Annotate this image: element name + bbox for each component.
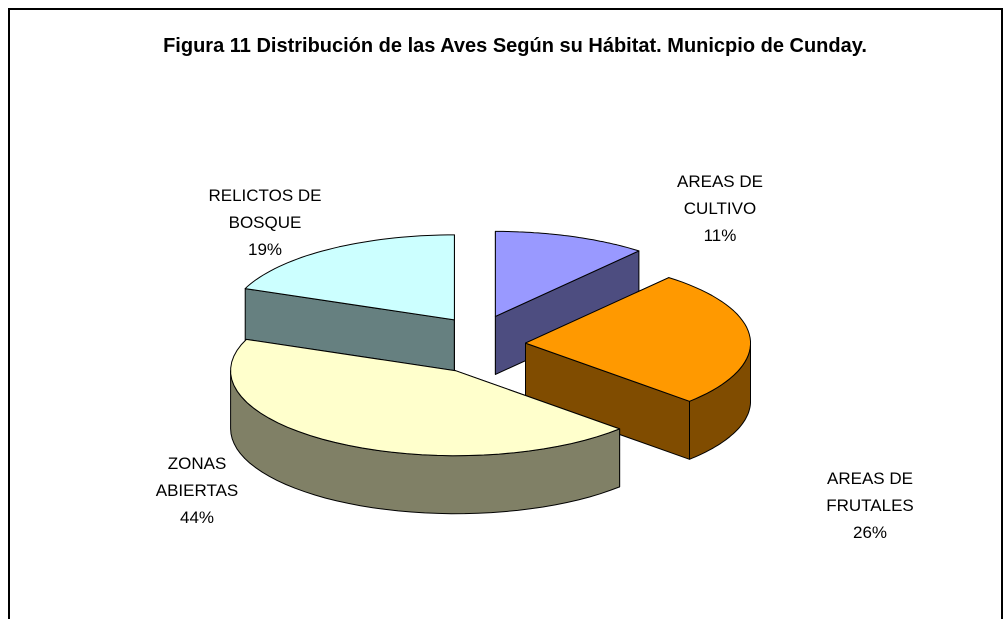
data-label: AREAS DE FRUTALES 26% xyxy=(810,465,930,546)
value-label: 26% xyxy=(852,523,888,542)
slice-top xyxy=(494,230,640,317)
value-label: 44% xyxy=(179,508,215,527)
data-label: RELICTOS DE BOSQUE 19% xyxy=(205,182,325,263)
data-label: ZONAS ABIERTAS 44% xyxy=(137,450,257,531)
chart-title: Figura 11 Distribución de las Aves Según… xyxy=(163,35,867,57)
slice xyxy=(230,338,621,515)
slice-top xyxy=(230,338,621,457)
slice-top xyxy=(525,277,751,402)
slice-top xyxy=(244,234,455,321)
category-label: RELICTOS DE BOSQUE xyxy=(208,186,322,232)
category-label: ZONAS ABIERTAS xyxy=(155,454,239,500)
slice xyxy=(525,277,751,460)
data-label: AREAS DE CULTIVO 11% xyxy=(660,168,780,249)
value-label: 11% xyxy=(703,226,737,245)
category-label: AREAS DE CULTIVO xyxy=(677,172,763,218)
value-label: 19% xyxy=(247,240,283,259)
slice xyxy=(244,234,455,379)
chart-frame xyxy=(8,8,1003,619)
category-label: AREAS DE FRUTALES xyxy=(826,469,914,515)
